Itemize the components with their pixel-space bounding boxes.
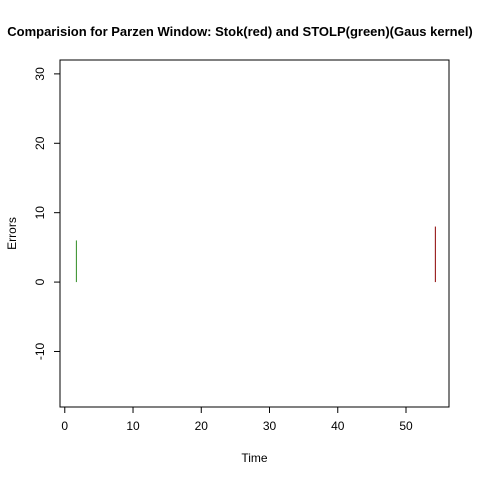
x-tick-label: 50 [399,419,413,433]
x-tick-label: 10 [126,419,140,433]
x-tick-label: 0 [61,419,68,433]
y-axis: -10 0 10 20 30 [33,67,61,360]
y-tick-label: -10 [33,342,47,360]
y-tick-label: 20 [33,136,47,150]
x-axis-label: Time [241,451,268,465]
y-tick-label: 10 [33,206,47,220]
x-tick-label: 20 [195,419,209,433]
y-tick-label: 0 [33,278,47,285]
x-axis: 0 10 20 30 40 50 [61,406,413,433]
x-tick-label: 40 [331,419,345,433]
y-axis-label: Errors [5,217,19,250]
plot-frame [59,59,450,408]
y-tick-label: 30 [33,67,47,81]
series-group [75,226,436,283]
x-tick-label: 30 [263,419,277,433]
chart-title: Comparision for Parzen Window: Stok(red)… [7,24,473,39]
